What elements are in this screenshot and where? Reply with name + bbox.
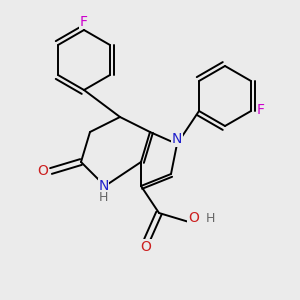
Text: F: F <box>256 103 265 116</box>
Text: H: H <box>99 191 108 204</box>
Text: H: H <box>205 212 215 226</box>
Text: O: O <box>188 211 199 224</box>
Text: O: O <box>37 164 48 178</box>
Text: F: F <box>80 15 88 28</box>
Text: O: O <box>140 240 151 254</box>
Text: N: N <box>98 179 109 193</box>
Text: N: N <box>172 133 182 146</box>
